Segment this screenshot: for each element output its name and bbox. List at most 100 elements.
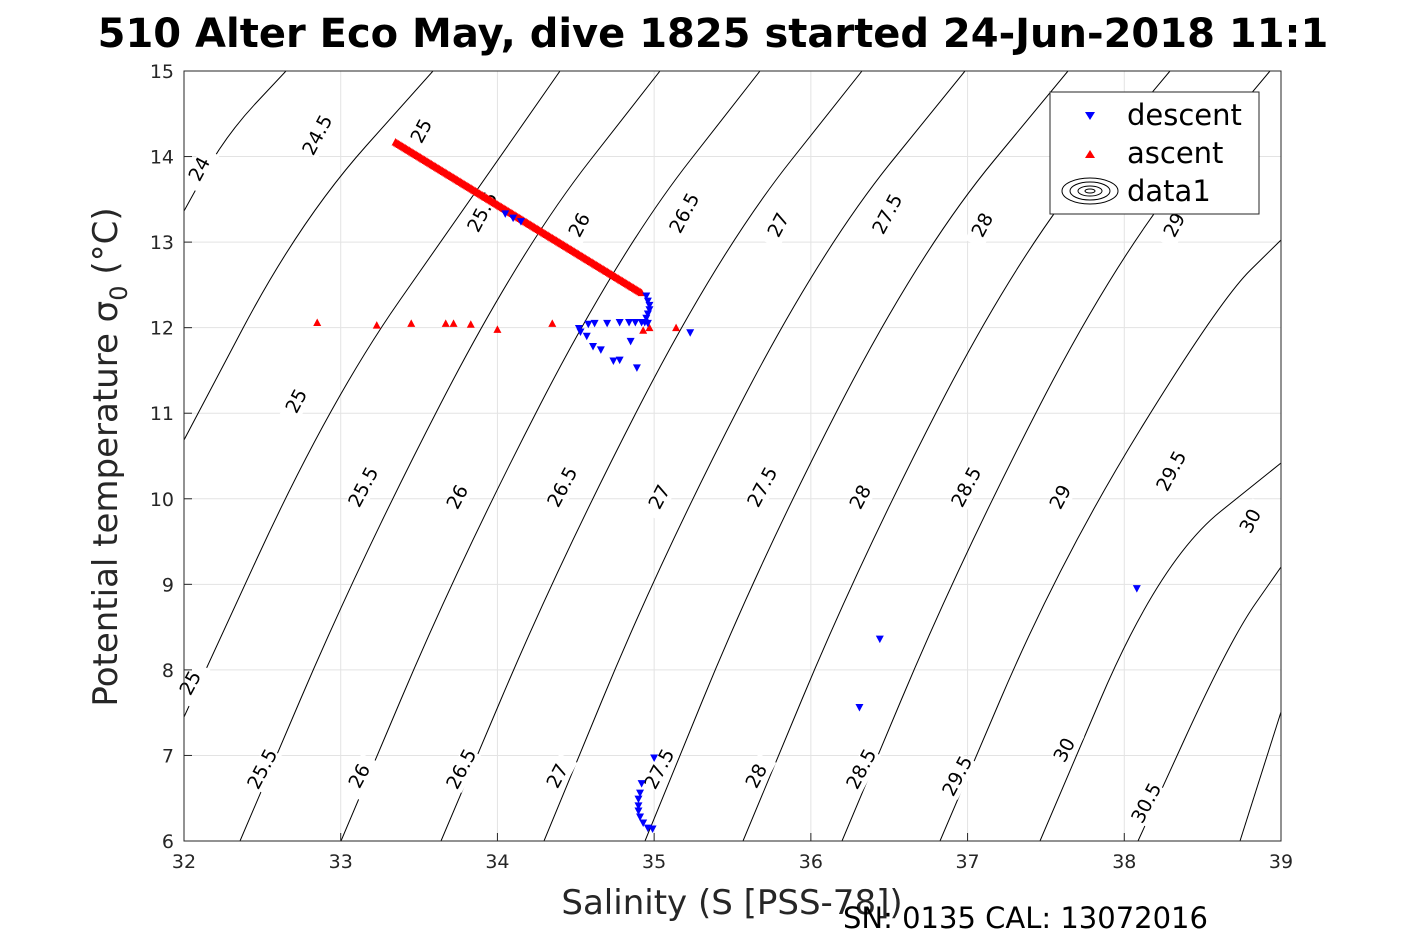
descent-point	[615, 319, 624, 327]
x-axis-title: Salinity (S [PSS-78])	[561, 883, 902, 923]
contour-label-bg	[561, 202, 600, 249]
y-axis-title-subscript: 0	[105, 285, 133, 300]
ascent-point	[672, 323, 681, 332]
descent-point	[501, 210, 510, 218]
contour-label-bg	[443, 746, 482, 793]
descent-series	[501, 210, 1141, 834]
x-tick-label: 39	[1269, 851, 1293, 873]
contour-label-bg	[181, 146, 220, 193]
y-axis-title: Potential temperature σ0 (°C)	[86, 207, 133, 706]
contour-label-bg	[948, 464, 987, 511]
ascent-point	[548, 319, 557, 327]
contour-label-bg	[544, 464, 583, 511]
density-contour-line	[1239, 711, 1281, 841]
descent-point	[636, 813, 645, 822]
descent-point	[637, 319, 646, 327]
descent-point	[636, 789, 645, 798]
descent-point	[643, 319, 652, 328]
axes-box	[183, 70, 1282, 842]
descent-point	[615, 356, 624, 365]
x-tick-label: 37	[955, 851, 979, 873]
descent-point	[642, 292, 651, 301]
x-tick-label: 35	[642, 851, 666, 873]
contour-label-bg	[744, 464, 783, 511]
descent-point	[509, 214, 518, 223]
density-contour-line	[543, 71, 966, 841]
descent-point	[516, 218, 525, 226]
contour-label-bg	[666, 190, 705, 237]
contour-label-bg	[964, 202, 1003, 249]
descent-point	[648, 825, 657, 834]
descent-point	[584, 320, 593, 329]
contour-label-bg	[1153, 448, 1192, 495]
y-tick-label: 12	[150, 318, 174, 340]
contour-label-bg	[403, 108, 442, 155]
ascent-point	[466, 320, 475, 328]
y-tick-label: 9	[162, 574, 174, 596]
x-tick-label: 33	[329, 851, 353, 873]
contour-label-bg	[738, 753, 777, 800]
contour-label-bg	[641, 746, 680, 793]
descent-point	[603, 319, 612, 328]
y-tick-label: 10	[150, 489, 174, 511]
contour-label-bg	[345, 464, 384, 511]
descent-point	[875, 635, 884, 644]
descent-point	[642, 314, 651, 323]
descent-point	[650, 754, 659, 763]
contour-label-bg	[1042, 474, 1081, 521]
contour-label-bg	[641, 474, 680, 521]
contour-label: 26	[341, 753, 380, 800]
descent-point	[643, 297, 652, 306]
ascent-point	[313, 318, 322, 327]
ascent-point	[441, 319, 450, 327]
descent-point	[1132, 585, 1141, 593]
chart-title: 510 Alter Eco May, dive 1825 started 24-…	[98, 11, 1329, 57]
descent-point	[590, 319, 599, 328]
legend-descent-label: descent	[1127, 98, 1242, 132]
contour-label-bg	[843, 746, 882, 793]
contour-label-bg	[1128, 780, 1167, 827]
descent-point	[634, 795, 643, 804]
y-axis-title-main: Potential temperature σ	[86, 301, 126, 707]
ascent-point	[639, 326, 648, 334]
ascent-point	[645, 323, 654, 332]
y-tick-label: 15	[150, 61, 174, 83]
x-tick-label: 38	[1112, 851, 1136, 873]
descent-point	[645, 306, 654, 314]
descent-point	[589, 342, 598, 351]
ascent-point	[372, 321, 381, 329]
density-contour-line	[644, 71, 1069, 841]
descent-point	[626, 337, 635, 346]
ascent-point	[407, 319, 416, 327]
descent-point	[596, 346, 605, 354]
contour-label-bg	[244, 746, 283, 793]
contour-label: 29	[1042, 474, 1081, 521]
descent-point	[637, 780, 646, 788]
contour-label-bg	[1046, 727, 1085, 774]
y-tick-label: 7	[162, 745, 174, 767]
y-tick-label: 14	[150, 147, 174, 169]
descent-point	[643, 310, 652, 318]
contour-label-bg	[869, 191, 908, 238]
descent-point	[609, 357, 618, 366]
legend-data1-label: data1	[1127, 174, 1211, 208]
descent-point	[639, 819, 648, 828]
descent-point	[686, 329, 695, 337]
contour-label-bg	[439, 474, 478, 521]
legend-ascent-label: ascent	[1127, 136, 1223, 170]
x-tick-label: 32	[172, 851, 196, 873]
legend: descent ascent data1	[1049, 91, 1260, 215]
contour-label-bg	[278, 378, 317, 425]
contour-label-bg	[299, 112, 338, 159]
descent-point	[631, 319, 640, 327]
y-tick-label: 8	[162, 660, 174, 682]
contour-label-bg	[760, 202, 799, 249]
descent-point	[632, 364, 641, 372]
y-tick-label: 11	[150, 403, 174, 425]
contour-label-bg	[1232, 498, 1271, 545]
legend-descent-marker	[1085, 112, 1095, 120]
density-contour-line	[1137, 566, 1281, 841]
density-contour-line	[742, 71, 1171, 841]
